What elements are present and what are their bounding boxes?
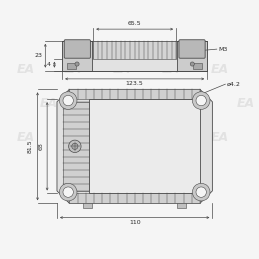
Circle shape [192,183,210,201]
Circle shape [59,92,77,109]
Bar [177,41,207,70]
Bar [193,63,202,69]
Text: 110: 110 [129,220,140,225]
Bar [62,41,92,70]
Circle shape [190,62,194,66]
Bar [63,102,89,191]
Circle shape [196,95,206,106]
Bar [83,203,92,208]
Text: 123.5: 123.5 [126,81,143,86]
Text: EA: EA [162,63,180,76]
Text: EA: EA [211,63,229,76]
Circle shape [59,183,77,201]
Text: ø4.2: ø4.2 [227,82,241,87]
Circle shape [75,62,79,66]
Circle shape [72,143,78,149]
Text: M3: M3 [218,47,227,52]
Text: EA: EA [17,131,35,144]
Text: EA: EA [63,63,82,76]
Text: EA: EA [113,63,131,76]
Text: EA: EA [188,97,206,110]
Circle shape [69,140,81,153]
Text: 4: 4 [47,62,51,67]
Bar [62,41,207,70]
Text: 81.5: 81.5 [28,140,33,153]
FancyBboxPatch shape [64,40,90,58]
Text: EA: EA [89,97,107,110]
Bar [69,193,200,203]
Text: EA: EA [17,63,35,76]
Text: EA: EA [237,97,255,110]
Circle shape [63,95,73,106]
Text: 23: 23 [35,53,43,58]
Text: EA: EA [63,131,82,144]
Text: EA: EA [113,131,131,144]
Polygon shape [57,89,212,203]
Circle shape [63,187,73,197]
Bar [69,89,200,99]
Circle shape [196,187,206,197]
Text: EA: EA [162,131,180,144]
Text: EA: EA [211,131,229,144]
Text: EA: EA [40,97,58,110]
Text: 65.5: 65.5 [128,21,141,26]
Circle shape [192,92,210,109]
FancyBboxPatch shape [179,40,205,58]
Bar [93,41,176,59]
Bar [177,203,186,208]
Text: 68: 68 [39,142,44,150]
Text: EA: EA [139,97,157,110]
Bar [89,99,200,193]
Bar [67,63,76,69]
